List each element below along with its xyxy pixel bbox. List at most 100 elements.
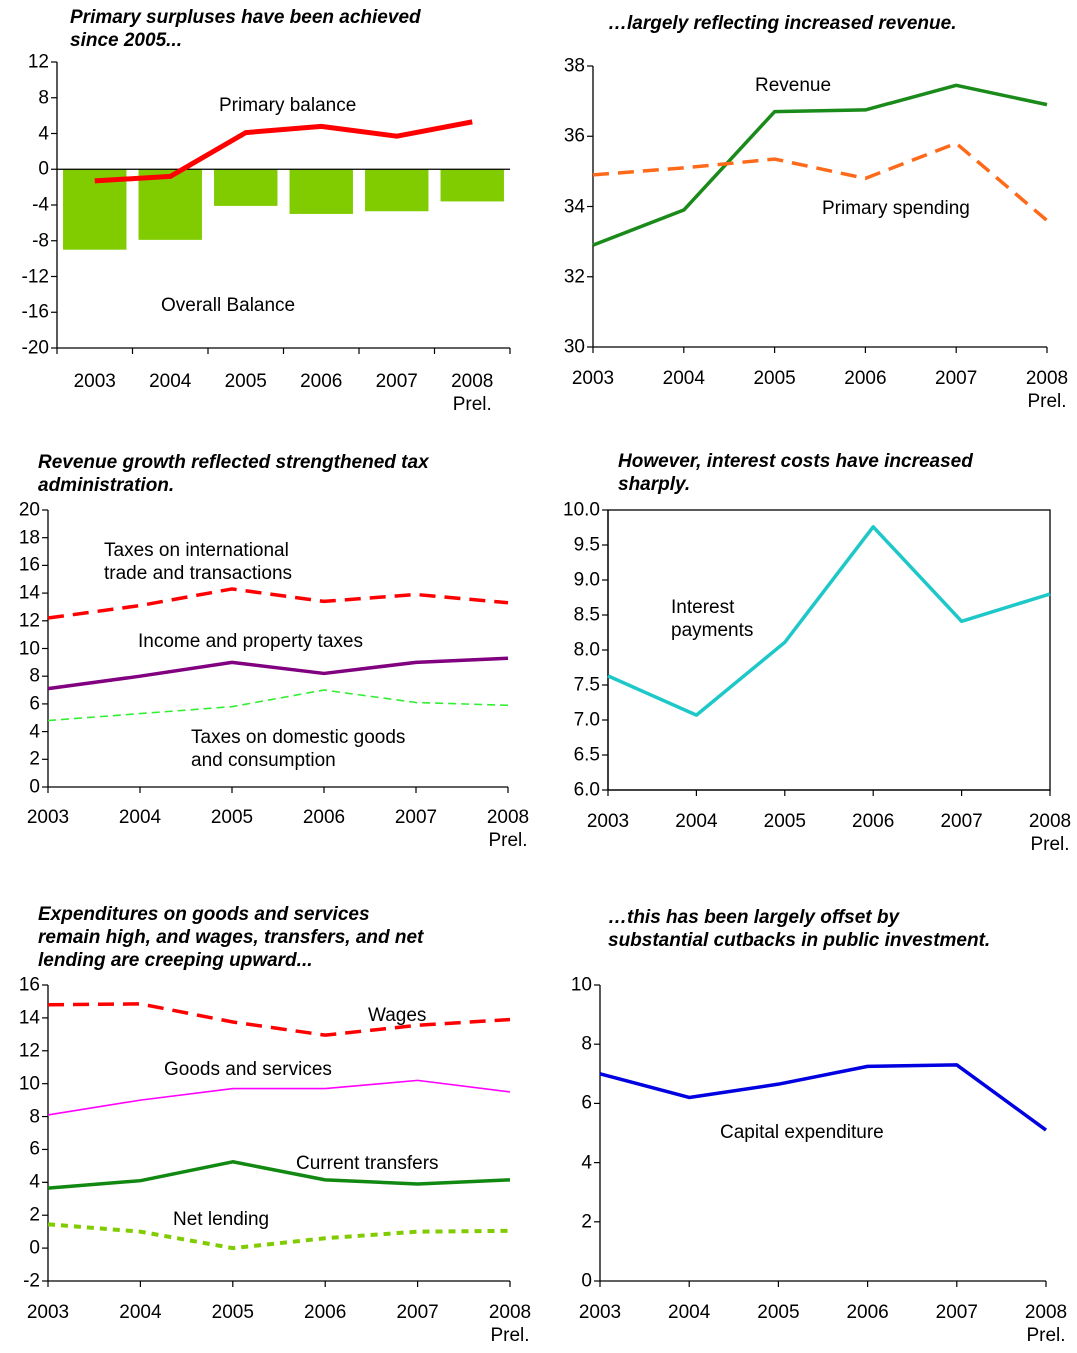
x-tick-label: 2004: [662, 368, 705, 389]
bar: [365, 169, 429, 212]
y-tick-label: 6.0: [573, 779, 600, 801]
bar: [214, 169, 278, 206]
y-tick-label: 9.5: [573, 534, 600, 556]
x-tick-label: 2006: [844, 368, 887, 389]
series-label: Revenue: [755, 75, 832, 96]
y-tick-label: 36: [563, 125, 585, 147]
series-label: Wages: [368, 1005, 427, 1026]
series-line: [47, 1160, 511, 1190]
y-tick-label: 6: [29, 1138, 40, 1160]
x-tick-label: 2006: [852, 811, 895, 832]
y-tick-label: 38: [563, 55, 585, 77]
y-tick-label: 0: [581, 1270, 592, 1292]
x-tick-label: 2005: [224, 371, 267, 392]
series-line: [47, 689, 509, 722]
chart-title: Revenue growth reflected strengthened ta…: [38, 452, 429, 496]
y-tick-label: 12: [18, 1040, 40, 1062]
y-tick-label: -8: [32, 230, 49, 252]
y-tick-label: -20: [21, 337, 49, 359]
chart-title: However, interest costs have increased s…: [618, 451, 973, 495]
y-tick-label: 7.0: [573, 709, 600, 731]
chart-title: Primary surpluses have been achieved sin…: [70, 7, 421, 51]
y-tick-label: 4: [38, 123, 49, 144]
y-tick-label: 10: [18, 638, 40, 659]
x-tick-label: 2004: [668, 1302, 711, 1323]
series-line: [47, 1222, 511, 1251]
x-tick-label: 2005: [763, 811, 806, 832]
x-tick-label: 2005: [757, 1302, 800, 1323]
y-tick-label: 16: [18, 554, 40, 576]
series-label: Income and property taxes: [138, 631, 363, 652]
y-tick-label: 6: [581, 1092, 592, 1114]
series-label: Interest payments: [671, 597, 754, 641]
y-tick-label: 12: [27, 51, 49, 73]
x-tick-label: 2007: [935, 1302, 978, 1323]
series-line: [47, 656, 509, 691]
y-tick-label: 14: [18, 582, 40, 604]
series-label: Overall Balance: [161, 295, 296, 316]
x-tick-label: 2003: [26, 1302, 70, 1323]
series-label: Taxes on international trade and transac…: [104, 540, 293, 584]
y-tick-label: 32: [563, 266, 585, 288]
x-tick-label: 2003: [578, 1302, 622, 1323]
y-tick-label: 34: [563, 196, 585, 217]
y-tick-label: 18: [18, 527, 40, 549]
chart-title: Expenditures on goods and services remai…: [38, 904, 424, 971]
y-tick-label: 4: [581, 1152, 592, 1174]
x-tick-label: 2004: [118, 807, 162, 828]
y-tick-label: 0: [29, 776, 40, 798]
x-tick-label: 2008 Prel.: [1024, 1302, 1068, 1346]
bar: [138, 169, 202, 240]
x-tick-label: 2004: [675, 811, 718, 832]
x-tick-label: 2003: [571, 368, 615, 389]
x-tick-label: 2006: [302, 807, 346, 828]
y-tick-label: 8: [29, 1106, 40, 1128]
y-tick-label: 12: [18, 610, 40, 632]
plot-frame: [607, 509, 1051, 791]
series-line: [607, 525, 1051, 717]
y-tick-label: 2: [29, 1204, 40, 1226]
x-tick-label: 2006: [300, 371, 343, 392]
y-tick-label: 7.5: [573, 674, 600, 696]
y-tick-label: 8: [29, 665, 40, 687]
y-tick-label: 20: [18, 499, 40, 521]
x-tick-label: 2007: [375, 371, 418, 392]
x-tick-label: 2007: [940, 811, 983, 832]
y-tick-label: 4: [29, 721, 40, 743]
y-tick-label: 8.0: [573, 639, 600, 661]
x-tick-label: 2007: [394, 807, 438, 828]
y-tick-label: 10: [570, 974, 592, 996]
x-tick-label: 2005: [210, 807, 254, 828]
y-tick-label: 30: [563, 336, 585, 358]
bar: [63, 169, 127, 250]
y-tick-label: 10: [18, 1073, 40, 1095]
y-tick-label: 14: [18, 1007, 40, 1029]
x-tick-label: 2008 Prel.: [486, 807, 530, 851]
x-tick-label: 2003: [73, 371, 116, 392]
y-tick-label: 8.5: [573, 604, 600, 626]
x-tick-label: 2008 Prel.: [1025, 368, 1069, 412]
x-tick-label: 2005: [753, 368, 796, 389]
y-tick-label: 4: [29, 1171, 40, 1193]
x-tick-label: 2004: [119, 1302, 162, 1323]
x-tick-label: 2008 Prel.: [488, 1302, 532, 1346]
x-tick-label: 2007: [935, 368, 978, 389]
chart-title: …this has been largely offset by substan…: [608, 907, 991, 951]
x-tick-label: 2006: [304, 1302, 347, 1323]
y-tick-label: 2: [29, 748, 40, 770]
y-tick-label: -2: [23, 1270, 40, 1292]
x-tick-label: 2008 Prel.: [1028, 811, 1072, 855]
series-line: [94, 119, 473, 184]
y-tick-label: -12: [21, 266, 49, 287]
y-tick-label: 8: [581, 1033, 592, 1055]
series-line: [47, 1002, 511, 1037]
y-tick-label: 0: [38, 158, 49, 180]
series-label: Current transfers: [296, 1153, 439, 1174]
x-tick-label: 2005: [211, 1302, 254, 1323]
chart-title: …largely reflecting increased revenue.: [608, 13, 957, 34]
y-tick-label: -4: [32, 194, 49, 216]
series-line: [47, 587, 509, 620]
series-label: Taxes on domestic goods and consumption: [191, 727, 406, 771]
